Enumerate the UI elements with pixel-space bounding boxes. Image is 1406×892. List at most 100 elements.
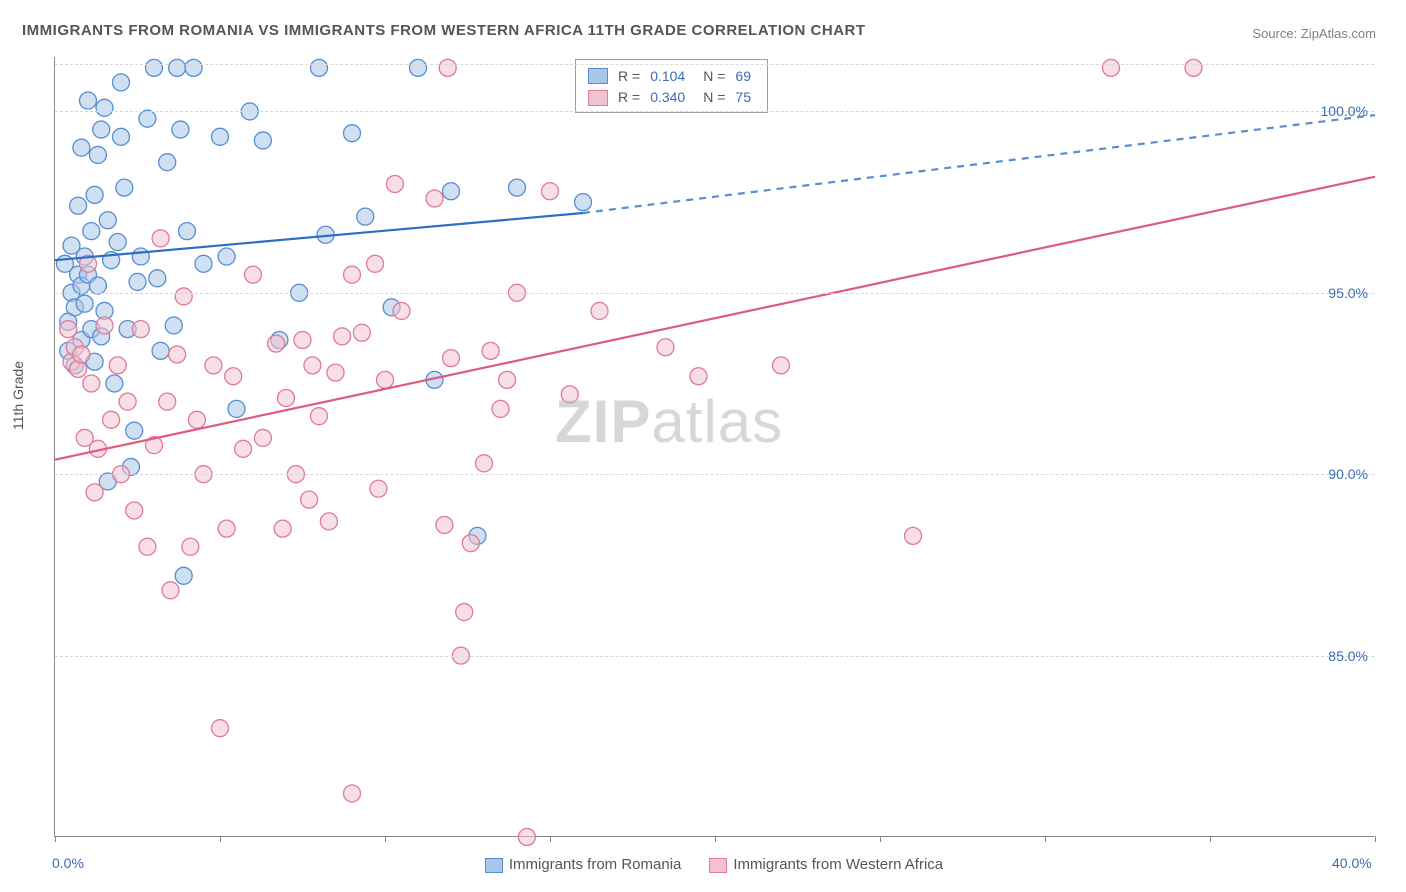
data-point-western-africa <box>773 357 790 374</box>
data-point-romania <box>73 139 90 156</box>
data-point-western-africa <box>657 339 674 356</box>
data-point-western-africa <box>175 288 192 305</box>
data-point-romania <box>76 295 93 312</box>
data-point-romania <box>109 234 126 251</box>
data-point-western-africa <box>152 230 169 247</box>
data-point-romania <box>195 255 212 272</box>
data-point-romania <box>175 567 192 584</box>
data-point-romania <box>152 342 169 359</box>
data-point-western-africa <box>96 317 113 334</box>
data-point-western-africa <box>254 429 271 446</box>
plot-svg <box>55 57 1374 836</box>
data-point-western-africa <box>542 183 559 200</box>
grid-line <box>55 474 1374 475</box>
data-point-western-africa <box>386 175 403 192</box>
data-point-western-africa <box>162 582 179 599</box>
y-tick-label: 100.0% <box>1321 103 1368 119</box>
data-point-western-africa <box>320 513 337 530</box>
legend-stat-row: R =0.104N =69 <box>584 66 755 85</box>
data-point-romania <box>83 223 100 240</box>
data-point-western-africa <box>268 335 285 352</box>
data-point-romania <box>509 179 526 196</box>
data-point-romania <box>410 59 427 76</box>
data-point-romania <box>93 121 110 138</box>
legend-n-label: N = <box>691 87 729 106</box>
data-point-romania <box>70 197 87 214</box>
data-point-romania <box>146 59 163 76</box>
trend-line-romania <box>55 213 583 260</box>
data-point-western-africa <box>109 357 126 374</box>
data-point-romania <box>179 223 196 240</box>
y-axis-label: 11th Grade <box>10 361 26 430</box>
data-point-western-africa <box>1103 59 1120 76</box>
legend-item: Immigrants from Romania <box>485 856 682 873</box>
data-point-romania <box>228 400 245 417</box>
trend-line-extrap-romania <box>583 115 1375 213</box>
data-point-western-africa <box>482 342 499 359</box>
data-point-western-africa <box>443 350 460 367</box>
legend-n-value: 75 <box>731 87 755 106</box>
source-attribution: Source: ZipAtlas.com <box>1252 26 1376 41</box>
source-label: Source: <box>1252 26 1297 41</box>
y-tick-label: 90.0% <box>1328 466 1368 482</box>
legend-r-value: 0.104 <box>646 66 689 85</box>
data-point-romania <box>132 248 149 265</box>
data-point-western-africa <box>327 364 344 381</box>
data-point-western-africa <box>436 517 453 534</box>
legend-swatch <box>709 858 727 873</box>
legend-swatch <box>485 858 503 873</box>
data-point-romania <box>575 194 592 211</box>
data-point-western-africa <box>73 346 90 363</box>
data-point-romania <box>116 179 133 196</box>
grid-line <box>55 656 1374 657</box>
plot-area: ZIPatlas R =0.104N =69R =0.340N =75 85.0… <box>54 57 1374 837</box>
data-point-romania <box>254 132 271 149</box>
legend-n-value: 69 <box>731 66 755 85</box>
data-point-western-africa <box>182 538 199 555</box>
legend-label: Immigrants from Romania <box>509 856 682 873</box>
data-point-western-africa <box>426 190 443 207</box>
legend-stats-table: R =0.104N =69 R =0.340N =75 <box>582 64 757 109</box>
data-point-western-africa <box>126 502 143 519</box>
data-point-western-africa <box>188 411 205 428</box>
data-point-western-africa <box>205 357 222 374</box>
legend-bottom: Immigrants from RomaniaImmigrants from W… <box>54 856 1374 873</box>
data-point-western-africa <box>274 520 291 537</box>
data-point-western-africa <box>499 371 516 388</box>
data-point-western-africa <box>225 368 242 385</box>
data-point-western-africa <box>344 266 361 283</box>
data-point-western-africa <box>353 324 370 341</box>
data-point-western-africa <box>301 491 318 508</box>
data-point-romania <box>106 375 123 392</box>
data-point-western-africa <box>439 59 456 76</box>
x-tick-mark <box>1375 836 1376 842</box>
source-link[interactable]: ZipAtlas.com <box>1301 26 1376 41</box>
data-point-western-africa <box>119 393 136 410</box>
data-point-western-africa <box>139 538 156 555</box>
legend-r-value: 0.340 <box>646 87 689 106</box>
data-point-western-africa <box>462 535 479 552</box>
data-point-romania <box>126 422 143 439</box>
data-point-western-africa <box>86 484 103 501</box>
data-point-western-africa <box>690 368 707 385</box>
y-tick-label: 85.0% <box>1328 648 1368 664</box>
legend-n-label: N = <box>691 66 729 85</box>
data-point-romania <box>129 273 146 290</box>
data-point-romania <box>113 74 130 91</box>
data-point-romania <box>311 59 328 76</box>
data-point-romania <box>218 248 235 265</box>
data-point-western-africa <box>367 255 384 272</box>
data-point-western-africa <box>218 520 235 537</box>
data-point-romania <box>86 186 103 203</box>
data-point-romania <box>165 317 182 334</box>
data-point-western-africa <box>456 604 473 621</box>
data-point-western-africa <box>905 527 922 544</box>
legend-r-label: R = <box>614 87 644 106</box>
data-point-romania <box>212 128 229 145</box>
data-point-western-africa <box>334 328 351 345</box>
data-point-romania <box>89 146 106 163</box>
legend-swatch <box>588 68 608 84</box>
data-point-romania <box>159 154 176 171</box>
data-point-western-africa <box>212 720 229 737</box>
data-point-western-africa <box>492 400 509 417</box>
